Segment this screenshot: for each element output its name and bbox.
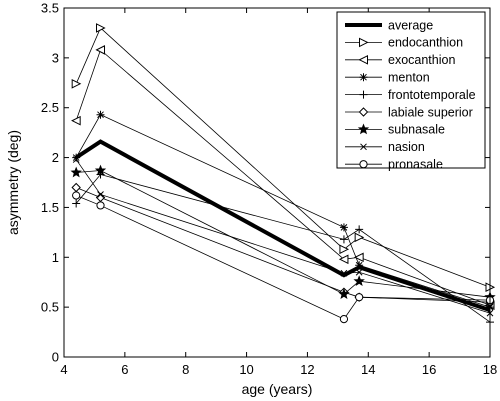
point-exocanthion-2 (338, 254, 349, 265)
legend-label-frontotemporale: frontotemporale (388, 88, 476, 102)
legend-box (336, 11, 486, 169)
legend-marker-endocanthion (359, 37, 369, 48)
point-pronasale-2 (339, 315, 349, 324)
point-pronasale-0 (72, 191, 81, 200)
legend-label-labiale-superior: labiale superior (388, 105, 473, 119)
legend-label-subnasale: subnasale (388, 123, 445, 137)
x-tick-label: 12 (300, 362, 314, 377)
ticks-layer: 4 6 8 10 12 14 16 18 0 0.5 1 1.5 2 2.5 3 3.5 (41, 1, 497, 378)
legend-marker-subnasale (357, 123, 370, 135)
y-tick-label: 2 (52, 150, 59, 165)
point-endocanthion-3 (354, 232, 365, 243)
point-exocanthion-3 (354, 252, 364, 263)
series-layer (70, 23, 496, 327)
legend-entry-menton: menton (345, 71, 430, 85)
x-tick-label: 10 (239, 362, 253, 377)
legend-entry-endocanthion: endocanthion (345, 36, 463, 50)
point-exocanthion-1 (95, 45, 106, 55)
point-frontotemporale-3 (355, 225, 364, 234)
point-frontotemporale-2 (339, 235, 348, 244)
point-subnasale-2 (338, 288, 350, 300)
y-tick-label: 1 (52, 250, 59, 265)
legend-entry-nasion: nasion (345, 140, 425, 154)
legend-entry-exocanthion: exocanthion (345, 53, 455, 67)
legend-label-menton: menton (388, 71, 430, 85)
point-menton-1 (96, 110, 105, 119)
legend-marker-menton (359, 73, 368, 82)
x-tick-label: 4 (60, 362, 67, 377)
point-pronasale-3 (355, 293, 364, 302)
series-pronasale (72, 191, 495, 324)
legend: average endocanthion exocanthion menton fron… (336, 11, 486, 172)
y-tick-label: 2.5 (41, 100, 59, 115)
series-line-average (75, 139, 491, 313)
point-menton-2 (339, 223, 348, 232)
point-subnasale-3 (353, 275, 365, 287)
legend-entry-labiale-superior: labiale superior (345, 105, 473, 119)
y-tick-label: 0 (52, 350, 59, 365)
legend-marker-frontotemporale (359, 90, 368, 99)
point-pronasale-1 (96, 201, 105, 210)
point-nasion-1 (97, 191, 104, 198)
y-tick-label: 3 (52, 50, 59, 65)
legend-marker-labiale-superior (358, 107, 369, 117)
legend-entry-subnasale: subnasale (345, 123, 445, 137)
point-endocanthion-0 (71, 78, 82, 89)
legend-entry-frontotemporale: frontotemporale (345, 88, 476, 102)
x-tick-label: 8 (182, 362, 189, 377)
point-frontotemporale-0 (72, 199, 81, 208)
point-endocanthion-1 (96, 23, 106, 33)
plot-frame (63, 7, 491, 358)
x-tick-label: 18 (483, 362, 497, 377)
legend-label-pronasale: pronasale (388, 158, 443, 172)
series-average (75, 139, 491, 313)
point-exocanthion-0 (71, 115, 81, 126)
legend-label-exocanthion: exocanthion (388, 53, 455, 67)
x-tick-label: 16 (422, 362, 436, 377)
y-tick-label: 0.5 (41, 300, 59, 315)
point-endocanthion-2 (339, 244, 350, 255)
legend-marker-nasion (360, 143, 367, 151)
y-tick-label: 1.5 (41, 200, 59, 215)
point-subnasale-1 (94, 164, 107, 176)
legend-label-endocanthion: endocanthion (388, 36, 463, 50)
legend-entry-average: average (345, 18, 433, 32)
y-axis-label: asymmetry (deg) (5, 130, 21, 235)
x-tick-label: 6 (121, 362, 128, 377)
legend-label-average: average (388, 18, 433, 32)
legend-marker-exocanthion (358, 54, 368, 65)
legend-marker-pronasale (359, 160, 368, 169)
point-subnasale-0 (70, 166, 82, 178)
legend-label-nasion: nasion (388, 140, 425, 154)
legend-entry-pronasale: pronasale (345, 158, 443, 172)
x-tick-label: 14 (361, 362, 375, 377)
x-axis-label: age (years) (242, 381, 313, 397)
y-tick-label: 3.5 (41, 1, 59, 16)
series-subnasale (70, 164, 496, 302)
